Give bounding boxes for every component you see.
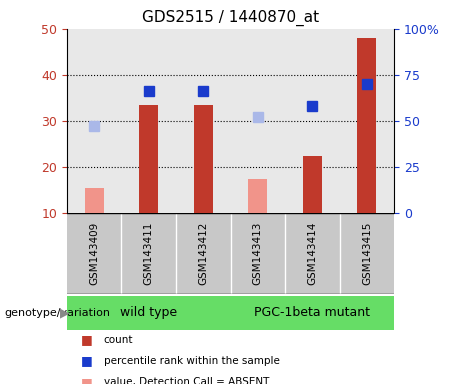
Text: ■: ■ (81, 333, 92, 346)
Text: value, Detection Call = ABSENT: value, Detection Call = ABSENT (104, 377, 269, 384)
Text: ■: ■ (81, 376, 92, 384)
Text: PGC-1beta mutant: PGC-1beta mutant (254, 306, 370, 319)
Bar (357, 38, 377, 213)
Bar (139, 105, 158, 213)
Text: GSM143411: GSM143411 (144, 222, 154, 285)
Text: ▶: ▶ (60, 306, 70, 319)
Text: genotype/variation: genotype/variation (5, 308, 111, 318)
Text: GSM143409: GSM143409 (89, 222, 99, 285)
Text: wild type: wild type (120, 306, 177, 319)
Bar (194, 105, 213, 213)
Bar (303, 156, 322, 213)
Bar (84, 188, 104, 213)
Text: GSM143413: GSM143413 (253, 222, 263, 285)
Text: GSM143415: GSM143415 (362, 222, 372, 285)
Text: percentile rank within the sample: percentile rank within the sample (104, 356, 280, 366)
Text: GSM143414: GSM143414 (307, 222, 317, 285)
Bar (67, 296, 230, 330)
Bar (230, 296, 394, 330)
Text: count: count (104, 335, 133, 345)
Text: GSM143412: GSM143412 (198, 222, 208, 285)
Text: GDS2515 / 1440870_at: GDS2515 / 1440870_at (142, 10, 319, 26)
Text: ■: ■ (81, 354, 92, 367)
Bar (248, 179, 267, 213)
